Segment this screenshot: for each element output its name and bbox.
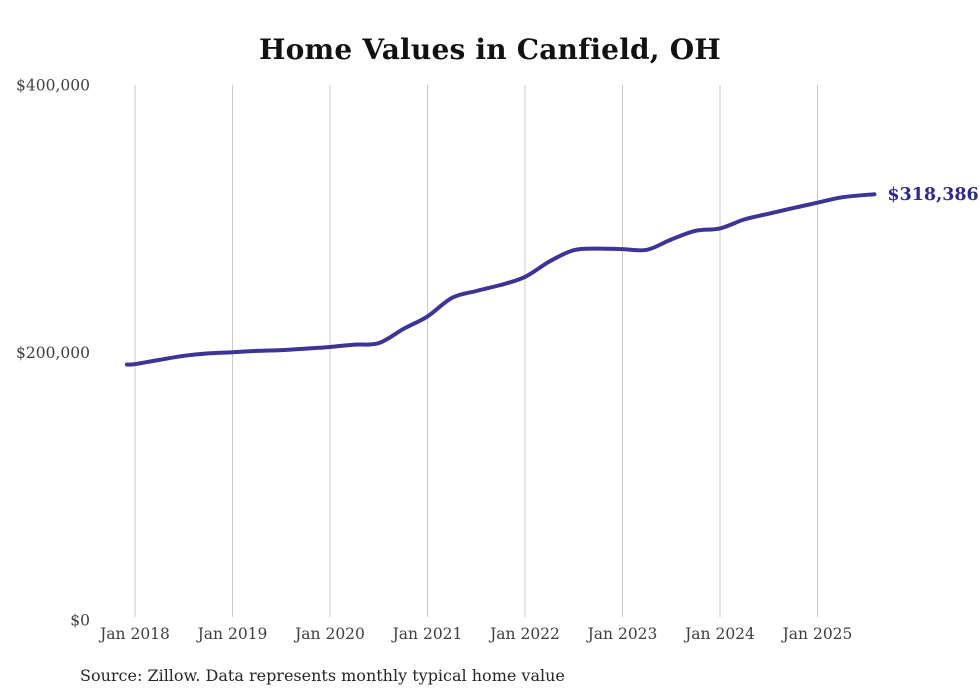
y-tick-label: $200,000 (16, 344, 90, 362)
end-value-label: $318,386 (887, 184, 979, 205)
x-tick-label: Jan 2022 (488, 625, 560, 643)
x-tick-label: Jan 2025 (781, 625, 853, 643)
chart-title: Home Values in Canfield, OH (259, 33, 721, 66)
x-tick-label: Jan 2021 (391, 625, 463, 643)
x-tick-label: Jan 2020 (293, 625, 365, 643)
x-tick-label: Jan 2023 (586, 625, 658, 643)
x-tick-label: Jan 2018 (98, 625, 170, 643)
source-note: Source: Zillow. Data represents monthly … (80, 666, 565, 685)
value-line (124, 192, 877, 367)
y-tick-label: $0 (70, 612, 90, 630)
x-tick-label: Jan 2019 (196, 625, 268, 643)
y-tick-label: $400,000 (16, 77, 90, 95)
x-tick-label: Jan 2024 (683, 625, 755, 643)
